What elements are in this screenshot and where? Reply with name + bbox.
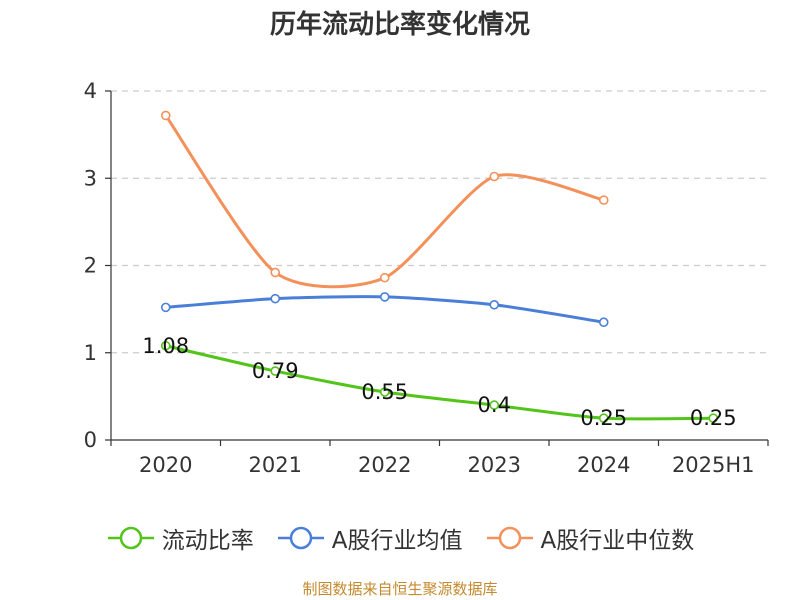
data-point — [270, 293, 281, 304]
legend-line-marker-icon — [107, 526, 154, 550]
data-label: 1.08 — [142, 334, 189, 358]
legend-label: A股行业均值 — [331, 528, 463, 554]
data-point — [489, 400, 500, 410]
data-point — [379, 387, 390, 397]
y-tick-label: 4 — [84, 79, 97, 103]
series-line — [164, 114, 605, 289]
x-tick-label: 2021 — [249, 453, 302, 477]
data-point — [598, 413, 609, 423]
chart-title: 历年流动比率变化情况 — [269, 10, 530, 40]
legend-line-marker-icon — [277, 526, 324, 550]
data-point — [708, 413, 719, 423]
y-tick-label: 3 — [84, 166, 97, 190]
x-tick-label: 2025H1 — [672, 453, 755, 477]
data-point — [598, 317, 609, 328]
y-tick-label: 2 — [84, 254, 97, 278]
data-point — [489, 171, 500, 182]
data-point — [160, 302, 171, 313]
x-tick-label: 2022 — [358, 453, 411, 477]
legend-line-marker-icon — [486, 526, 533, 550]
data-point — [598, 195, 609, 205]
data-label: 0.4 — [478, 393, 511, 417]
y-tick-label: 0 — [84, 428, 97, 452]
data-point — [270, 267, 281, 278]
data-point — [160, 340, 171, 351]
data-point — [270, 366, 281, 376]
x-tick-label: 2020 — [139, 453, 192, 477]
series-line — [165, 344, 714, 421]
x-tick-label: 2023 — [468, 453, 521, 477]
x-tick-label: 2024 — [577, 453, 630, 477]
data-point — [489, 299, 500, 310]
legend-item[interactable]: A股行业中位数 — [485, 521, 695, 555]
legend-label: A股行业中位数 — [540, 528, 695, 554]
legend-item[interactable]: A股行业均值 — [276, 521, 463, 555]
data-label: 0.25 — [690, 406, 737, 430]
legend-label: 流动比率 — [161, 528, 254, 554]
data-label: 0.55 — [361, 380, 408, 404]
chart-legend: 流动比率 A股行业均值 A股行业中位数 — [0, 520, 800, 556]
y-tick-label: 1 — [84, 341, 97, 365]
data-label: 0.25 — [580, 406, 627, 430]
data-point — [160, 110, 171, 121]
legend-item[interactable]: 流动比率 — [106, 521, 254, 555]
data-label: 0.79 — [252, 359, 299, 383]
data-point — [379, 292, 390, 302]
source-note: 制图数据来自恒生聚源数据库 — [302, 580, 498, 598]
data-point — [379, 272, 390, 283]
